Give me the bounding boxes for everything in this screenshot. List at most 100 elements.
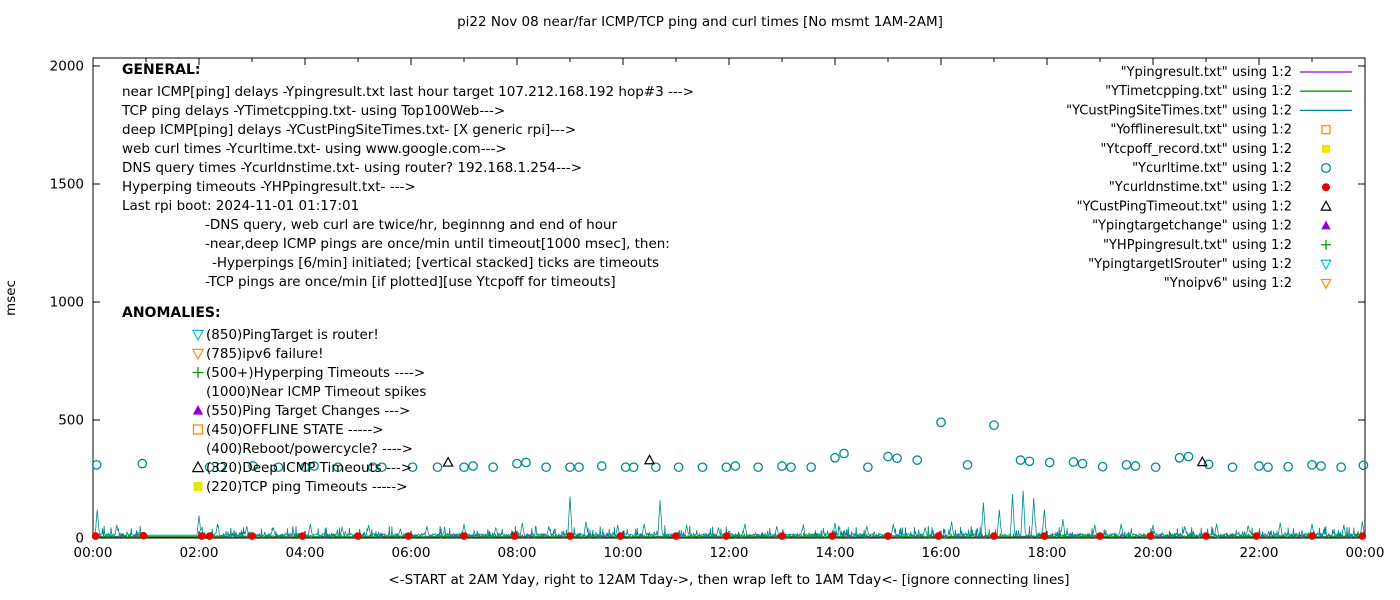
point-Ycurltime [1254, 461, 1264, 471]
anomaly-text: (320)Deep ICMP Timeouts ---> [206, 460, 412, 476]
y-tick-label: 1000 [50, 295, 84, 311]
legend-label: "YTimetcpping.txt" using 1:2 [1105, 84, 1292, 99]
point-Ycurltime [1183, 451, 1194, 462]
point-Ycurltime [248, 461, 258, 471]
point-Ycurltime [730, 461, 741, 471]
x-tick-label: 22:00 [1240, 545, 1279, 561]
point-Ycurltime [883, 451, 893, 462]
point-Ycurltime [541, 462, 552, 473]
point-Ycurltime [936, 417, 946, 428]
general-line: -DNS query, web curl are twice/hr, begin… [205, 217, 618, 233]
point-Ycurldnstime [460, 532, 468, 540]
point-Ycurldnstime [990, 532, 998, 540]
point-Ycurltime [989, 420, 999, 431]
point-Ycurltime [620, 462, 631, 473]
point-Ycurldnstime [828, 532, 837, 540]
point-Ycurltime [839, 448, 849, 459]
point-Ycurldnstime [1308, 532, 1316, 540]
point-Ycurltime [91, 459, 102, 470]
point-Ycurltime [892, 453, 902, 464]
anomaly-marker-icon [192, 424, 204, 435]
point-Ycurldnstime [298, 532, 307, 540]
point-Ycurltime [786, 462, 796, 473]
general-line: TCP ping delays -YTimetcpping.txt- using… [121, 103, 505, 119]
point-Ycurldnstime [248, 532, 256, 540]
point-Ycurltime [912, 455, 923, 465]
x-tick-label: 02:00 [180, 545, 219, 561]
point-Ycurltime [512, 458, 522, 469]
anomaly-text: (850)PingTarget is router! [206, 327, 379, 343]
legend-label: "YHPpingresult.txt" using 1:2 [1103, 238, 1292, 253]
legend-label: "YCustPingTimeout.txt" using 1:2 [1077, 199, 1292, 214]
series-line-YCustPingSiteTimes [93, 490, 1366, 539]
x-tick-label: 06:00 [392, 545, 431, 561]
legend-label: "Ytcpoff_record.txt" using 1:2 [1100, 142, 1292, 157]
point-Ycurldnstime [139, 531, 148, 540]
point-Ycurltime [1283, 461, 1294, 472]
point-Ycurltime [721, 462, 732, 473]
point-Ycurltime [376, 462, 387, 473]
anomaly-text: (500+)Hyperping Timeouts ----> [206, 365, 425, 381]
point-Ycurltime [1174, 452, 1185, 463]
anomaly-text: (1000)Near ICMP Timeout spikes [206, 384, 426, 400]
point-Ycurltime [204, 462, 215, 473]
legend-sample-triangle-up-open [1320, 200, 1332, 211]
chart-title: pi22 Nov 08 near/far ICMP/TCP ping and c… [457, 14, 943, 30]
point-Ycurltime [753, 462, 764, 473]
point-Ycurltime [1068, 457, 1079, 467]
point-Ycurltime [628, 462, 639, 473]
point-Ycurltime [273, 462, 284, 473]
point-Ycurltime [596, 461, 607, 471]
point-Ycurldnstime [1146, 532, 1155, 540]
point-Ycurltime [1358, 460, 1369, 471]
point-Ycurltime [333, 462, 343, 473]
x-tick-label: 20:00 [1134, 545, 1173, 561]
anomaly-marker-icon [193, 482, 203, 491]
legend-sample-triangle-down-open [1320, 259, 1332, 271]
anomalies-heading: ANOMALIES: [122, 305, 221, 321]
point-Ycurltime [830, 452, 840, 463]
point-Ycurltime [673, 462, 684, 473]
legend-label: "YCustPingSiteTimes.txt" using 1:2 [1066, 103, 1292, 118]
legend: "Ypingresult.txt" using 1:2 "YTimetcpping… [1066, 65, 1352, 291]
legend-sample-circle-filled [1322, 183, 1330, 192]
y-tick-label: 0 [75, 531, 84, 547]
point-Ycurldnstime [510, 532, 519, 540]
y-tick-label: 2000 [50, 59, 84, 75]
point-Ycurltime [300, 462, 310, 473]
point-Ycurldnstime [205, 532, 214, 540]
point-Ycurldnstime [1040, 532, 1049, 540]
legend-sample-triangle-down-open [1320, 278, 1332, 290]
x-axis-label: <-START at 2AM Yday, right to 12AM Tday-… [388, 572, 1069, 588]
point-Ycurldnstime [778, 532, 786, 540]
point-Ycurldnstime [884, 532, 892, 540]
point-Ycurltime [407, 462, 418, 473]
point-Ycurltime [1024, 456, 1035, 467]
point-Ycurltime [1130, 461, 1141, 471]
point-Ycurltime [309, 461, 319, 471]
x-tick-label: 18:00 [1028, 545, 1067, 561]
point-Ycurldnstime [1202, 532, 1210, 540]
series-layer [91, 417, 1369, 540]
point-YCustPingTimeout [1196, 455, 1208, 467]
point-Ycurltime [1316, 461, 1326, 471]
point-Ycurltime [459, 462, 469, 473]
general-block: near ICMP[ping] delays -Ypingresult.txt … [121, 84, 694, 290]
point-Ycurltime [806, 462, 817, 473]
point-Ycurltime [1044, 457, 1055, 468]
legend-label: "Ycurldnstime.txt" using 1:2 [1109, 180, 1292, 195]
general-heading: GENERAL: [122, 62, 200, 78]
legend-label: "Ynoipv6" using 1:2 [1164, 276, 1292, 291]
point-Ycurldnstime [404, 532, 413, 540]
anomaly-marker-icon [191, 348, 205, 361]
point-Ycurltime [1121, 459, 1132, 470]
legend-label: "Ypingresult.txt" using 1:2 [1121, 65, 1292, 80]
point-Ycurltime [1203, 459, 1214, 470]
anomalies-block: (850)PingTarget is router! (785)ipv6 fail… [191, 327, 426, 495]
legend-label: "Ycurltime.txt" using 1:2 [1132, 161, 1292, 176]
x-tick-label: 14:00 [816, 545, 855, 561]
point-Ycurltime [777, 461, 787, 471]
point-Ycurldnstime [1096, 532, 1104, 540]
point-Ycurltime [432, 462, 443, 473]
